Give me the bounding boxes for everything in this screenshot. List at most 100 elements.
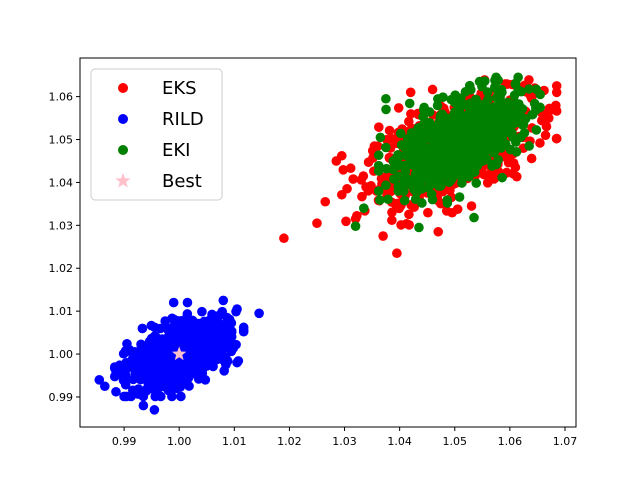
data-point <box>342 183 352 194</box>
data-point <box>118 375 129 386</box>
data-point <box>202 337 213 347</box>
data-point <box>404 220 414 230</box>
data-point <box>140 344 151 355</box>
y-tick-label: 1.04 <box>49 176 74 189</box>
data-point <box>506 112 517 123</box>
data-point <box>374 122 384 132</box>
data-point <box>375 195 385 205</box>
data-point <box>475 103 486 113</box>
data-point <box>226 340 237 350</box>
data-point <box>133 389 143 399</box>
data-point <box>163 339 173 349</box>
data-point <box>516 86 526 97</box>
series-rild <box>94 295 264 415</box>
legend-label-eks: EKS <box>162 78 197 99</box>
data-point <box>433 94 443 104</box>
data-point <box>117 365 127 376</box>
data-point <box>206 358 216 369</box>
data-point <box>423 128 434 139</box>
data-point <box>437 109 447 119</box>
data-point <box>510 162 521 173</box>
data-point <box>526 153 537 164</box>
data-point <box>183 373 194 383</box>
x-tick-label: 1.02 <box>277 435 302 448</box>
data-point <box>508 132 518 143</box>
data-point <box>460 148 470 159</box>
data-point <box>197 364 207 375</box>
data-point <box>403 116 414 127</box>
data-point <box>279 233 289 244</box>
data-point <box>146 379 157 390</box>
data-point <box>503 99 514 110</box>
data-point <box>443 168 453 178</box>
data-point <box>373 150 384 161</box>
legend-label-rild: RILD <box>162 109 204 130</box>
data-point <box>358 171 369 181</box>
data-point <box>435 176 446 187</box>
plot-frame <box>79 57 577 428</box>
data-point <box>497 172 507 183</box>
data-point <box>417 184 427 194</box>
x-tick-label: 1.01 <box>222 435 247 448</box>
data-point <box>391 154 401 164</box>
data-point <box>219 327 230 338</box>
data-point <box>363 186 374 196</box>
data-point <box>494 94 504 105</box>
data-point <box>348 174 359 184</box>
data-point <box>182 340 192 351</box>
x-tick-label: 1.05 <box>443 435 468 448</box>
data-point <box>531 125 542 135</box>
data-point <box>100 381 110 392</box>
data-point <box>146 320 157 331</box>
data-point <box>419 160 429 171</box>
x-tick-label: 0.99 <box>112 435 137 448</box>
y-tick-label: 0.99 <box>49 391 74 404</box>
data-point <box>184 364 195 374</box>
data-point <box>466 84 476 95</box>
data-point <box>467 144 477 154</box>
data-point <box>155 354 165 365</box>
data-point <box>387 133 397 144</box>
x-tick-label: 1.07 <box>553 435 578 448</box>
y-tick-label: 1.00 <box>49 348 74 361</box>
data-point <box>395 128 406 139</box>
legend-marker-best <box>115 173 131 188</box>
data-point <box>535 102 545 113</box>
data-point <box>404 209 414 220</box>
data-point <box>409 161 420 171</box>
y-tick-label: 1.06 <box>49 91 74 104</box>
data-point <box>413 131 423 141</box>
data-point <box>392 248 402 259</box>
data-point <box>381 180 391 191</box>
data-point <box>497 133 508 144</box>
data-point <box>218 295 229 306</box>
data-point <box>393 103 404 113</box>
data-point <box>156 391 166 402</box>
data-point <box>350 221 361 231</box>
data-point <box>456 130 467 140</box>
data-point <box>418 104 429 115</box>
data-point <box>383 194 393 205</box>
data-point <box>471 178 482 188</box>
data-point <box>375 132 386 143</box>
legend-marker-rild <box>118 114 128 124</box>
data-point <box>418 112 428 122</box>
data-point <box>494 103 504 114</box>
data-point <box>428 173 439 183</box>
data-point <box>492 140 503 151</box>
data-point <box>480 153 490 164</box>
data-point <box>524 141 534 151</box>
data-point <box>162 323 173 334</box>
y-tick-label: 1.01 <box>49 305 74 318</box>
data-point <box>406 109 416 119</box>
data-point <box>500 152 511 162</box>
data-point <box>158 381 169 392</box>
data-point <box>516 132 526 142</box>
legend-marker-eki <box>118 145 128 155</box>
data-point <box>388 164 398 175</box>
data-point <box>400 150 411 161</box>
data-point <box>137 323 148 334</box>
data-point <box>197 306 207 317</box>
data-point <box>446 94 457 105</box>
legend-box <box>90 68 223 201</box>
